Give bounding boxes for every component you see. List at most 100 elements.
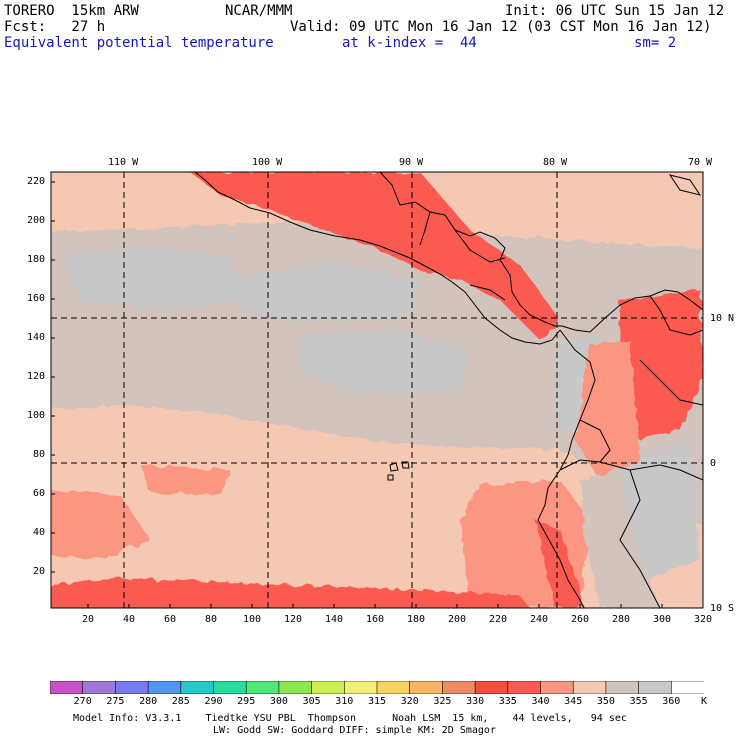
x-tick-label: 220 [488, 614, 508, 625]
lat-label-10s: 10 S [710, 603, 735, 614]
x-tick-label: 20 [81, 614, 95, 625]
lat-label-0: 0 [710, 458, 717, 469]
galapagos-1 [389, 462, 399, 472]
colorbar-swatch [115, 681, 149, 694]
init-time: Init: 06 UTC Sun 15 Jan 12 [505, 3, 725, 19]
colorbar-label: 345 [564, 696, 583, 707]
lon-label-80w: 80 W [543, 157, 568, 168]
colorbar-label: 325 [433, 696, 452, 707]
x-tick-label: 300 [652, 614, 672, 625]
x-tick-label: 40 [122, 614, 136, 625]
model-info-line1: Model Info: V3.3.1 Tiedtke YSU PBL Thomp… [73, 713, 627, 724]
field-light-grey-3 [300, 330, 470, 395]
colorbar-label: 270 [73, 696, 92, 707]
colorbar-label: 305 [302, 696, 321, 707]
colorbar-swatch [245, 681, 280, 694]
colorbar-swatch [638, 681, 673, 694]
x-tick-label: 80 [204, 614, 218, 625]
colorbar-label: K [700, 696, 708, 707]
colorbar [50, 681, 704, 694]
y-tick-label: 20 [32, 566, 45, 577]
field-light-grey-2 [230, 262, 420, 322]
lon-label-90w: 90 W [399, 157, 424, 168]
colorbar-swatch [180, 681, 215, 694]
lat-label-10n: 10 N [710, 313, 735, 324]
model-title: TORERO 15km ARW [4, 3, 139, 19]
y-tick-label: 180 [26, 254, 45, 265]
x-tick-label: 140 [324, 614, 344, 625]
coastlines [194, 172, 703, 608]
x-tick-label: 100 [242, 614, 262, 625]
colorbar-swatch [605, 681, 640, 694]
y-tick-label: 80 [32, 449, 45, 460]
x-tick-label: 160 [365, 614, 385, 625]
coast-colombia [561, 289, 703, 333]
colorbar-swatch [507, 681, 542, 694]
y-tick-label: 60 [32, 488, 45, 499]
colorbar-label: 310 [335, 696, 354, 707]
colorbar-label: 295 [237, 696, 256, 707]
center-title: NCAR/MMM [225, 3, 293, 19]
colorbar-swatch [572, 681, 607, 694]
field-red-south [51, 578, 530, 608]
field-orange-sa [575, 340, 640, 480]
field-salmon-mid [140, 465, 230, 495]
field-red-andes [535, 520, 585, 608]
y-tick-label: 40 [32, 527, 45, 538]
x-tick-label: 260 [570, 614, 590, 625]
border-ca-2 [454, 229, 506, 263]
x-tick-label: 280 [611, 614, 631, 625]
field-name: Equivalent potential temperature [4, 35, 274, 51]
tick-marks [51, 181, 704, 608]
colorbar-label: 330 [466, 696, 485, 707]
x-tick-label: 60 [163, 614, 177, 625]
theta-e-field [51, 172, 703, 608]
galapagos-3 [387, 474, 394, 481]
colorbar-swatch [278, 681, 313, 694]
y-tick-label: 220 [26, 176, 45, 187]
border-ecuador [579, 419, 611, 463]
forecast-hour: Fcst: 27 h [4, 19, 106, 35]
model-info-line2: LW: Godd SW: Goddard DIFF: simple KM: 2D… [213, 725, 496, 736]
x-tick-label: 200 [447, 614, 467, 625]
colorbar-label: 340 [531, 696, 550, 707]
coast-venezuela [649, 295, 703, 336]
y-tick-label: 160 [26, 293, 45, 304]
y-tick-label: 120 [26, 371, 45, 382]
border-ca-3 [469, 284, 506, 301]
colorbar-swatch [409, 681, 444, 694]
field-salmon-west [51, 490, 150, 560]
coast-caribbean [399, 201, 562, 327]
colorbar-label: 290 [204, 696, 223, 707]
colorbar-swatch [311, 681, 346, 694]
colorbar-swatch [474, 681, 509, 694]
colorbar-swatch [540, 681, 575, 694]
lon-label-100w: 100 W [252, 157, 283, 168]
colorbar-swatch [50, 681, 84, 694]
border-ca-1 [419, 211, 431, 246]
smoothing-label: sm= 2 [634, 35, 677, 51]
plot-frame [50, 171, 704, 609]
x-tick-label: 120 [283, 614, 303, 625]
coast-mexico-ca [194, 172, 561, 345]
colorbar-label: 280 [139, 696, 158, 707]
colorbar-swatch [82, 681, 117, 694]
valid-time: Valid: 09 UTC Mon 16 Jan 12 (03 CST Mon … [290, 19, 712, 35]
field-red-ca [190, 172, 560, 340]
colorbar-label: 315 [367, 696, 387, 707]
x-tick-label: 320 [693, 614, 713, 625]
colorbar-swatch [670, 681, 704, 694]
border-peru-south [619, 469, 661, 608]
colorbar-swatch [442, 681, 476, 694]
y-tick-label: 100 [26, 410, 45, 421]
colorbar-label: 275 [106, 696, 125, 707]
x-tick-label: 180 [406, 614, 426, 625]
colorbar-label: 335 [498, 696, 517, 707]
graticule [51, 172, 703, 608]
galapagos-2 [401, 461, 410, 469]
lon-label-70w: 70 W [688, 157, 713, 168]
y-tick-label: 140 [26, 332, 45, 343]
y-tick-label: 200 [26, 215, 45, 226]
field-light-grey-1 [60, 246, 240, 310]
